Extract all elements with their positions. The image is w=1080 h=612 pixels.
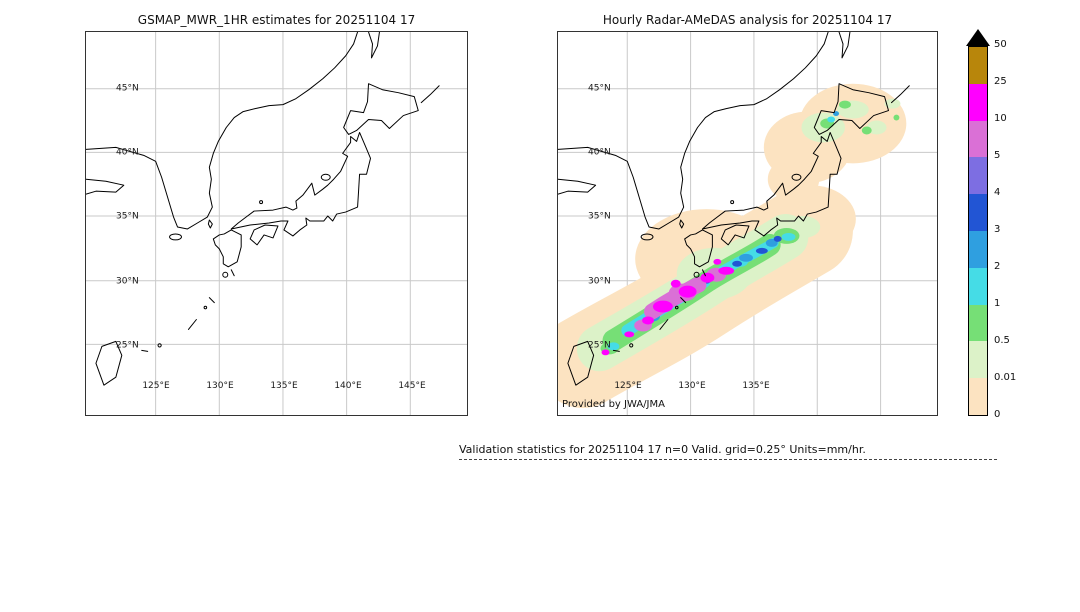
lat-tick-label: 40°N bbox=[116, 147, 139, 158]
lat-tick-label: 30°N bbox=[116, 276, 139, 287]
colorbar-segments bbox=[968, 46, 988, 416]
lon-tick-label: 145°E bbox=[398, 381, 426, 391]
precipitation-layer bbox=[558, 83, 907, 409]
validation-stats-text: Validation statistics for 20251104 17 n=… bbox=[459, 443, 866, 456]
colorbar-tick-label: 4 bbox=[994, 187, 1001, 198]
colorbar-tick-label: 0 bbox=[994, 409, 1001, 420]
lon-tick-label: 125°E bbox=[142, 381, 170, 391]
colorbar-overflow-triangle-icon bbox=[966, 29, 990, 46]
lon-tick-label: 125°E bbox=[614, 381, 642, 391]
colorbar-segment-2-3 bbox=[969, 230, 987, 268]
graticule bbox=[86, 32, 467, 415]
colorbar-ticks: 50 25 10 5 4 3 2 1 0.5 0.01 0 bbox=[994, 40, 1038, 420]
lon-tick-label: 130°E bbox=[678, 381, 706, 391]
lat-tick-label: 45°N bbox=[588, 83, 611, 94]
separator-dashed-line bbox=[459, 459, 997, 460]
colorbar-tick-label: 10 bbox=[994, 113, 1007, 124]
right-panel-title: Hourly Radar-AMeDAS analysis for 2025110… bbox=[602, 13, 893, 27]
credit-text: Provided by JWA/JMA bbox=[562, 399, 665, 410]
colorbar-segment-0-0.01 bbox=[969, 378, 987, 415]
colorbar-tick-label: 2 bbox=[994, 261, 1001, 272]
colorbar-segment-4-5 bbox=[969, 157, 987, 195]
lat-tick-label: 25°N bbox=[116, 340, 139, 351]
lon-tick-label: 140°E bbox=[334, 381, 362, 391]
lat-tick-label: 40°N bbox=[588, 147, 611, 158]
colorbar-tick-label: 0.01 bbox=[994, 372, 1017, 383]
colorbar-tick-label: 5 bbox=[994, 150, 1001, 161]
left-panel-title: GSMAP_MWR_1HR estimates for 20251104 17 bbox=[137, 13, 416, 27]
colorbar-tick-label: 1 bbox=[994, 298, 1001, 309]
colorbar-segment-3-4 bbox=[969, 194, 987, 231]
lat-tick-label: 25°N bbox=[588, 340, 611, 351]
colorbar-tick-label: 0.5 bbox=[994, 335, 1010, 346]
right-map: Provided by JWA/JMA 45°N 40°N 35°N 30°N 25°N… bbox=[557, 31, 938, 416]
lat-tick-label: 35°N bbox=[116, 211, 139, 222]
colorbar-segment-10-25 bbox=[969, 83, 987, 121]
colorbar-segment-25-50 bbox=[969, 47, 987, 84]
left-map: 45°N 40°N 35°N 30°N 25°N 125°E 130°E 135°E 140°E… bbox=[85, 31, 468, 416]
lat-tick-label: 35°N bbox=[588, 211, 611, 222]
lat-tick-label: 45°N bbox=[116, 83, 139, 94]
colorbar-segment-1-2 bbox=[969, 267, 987, 305]
right-map-svg bbox=[558, 32, 937, 415]
precip-10-25 bbox=[601, 258, 735, 356]
colorbar-segment-5-10 bbox=[969, 120, 987, 158]
colorbar-segment-0.01-0.5 bbox=[969, 341, 987, 379]
colorbar-tick-label: 25 bbox=[994, 76, 1007, 87]
lon-tick-label: 135°E bbox=[742, 381, 770, 391]
lon-tick-label: 130°E bbox=[206, 381, 234, 391]
coastline-layer bbox=[86, 32, 440, 386]
colorbar-tick-label: 3 bbox=[994, 224, 1001, 235]
lon-tick-label: 135°E bbox=[270, 381, 298, 391]
left-map-svg bbox=[86, 32, 467, 415]
lat-tick-label: 30°N bbox=[588, 276, 611, 287]
colorbar-tick-label: 50 bbox=[994, 39, 1007, 50]
colorbar-segment-0.5-1 bbox=[969, 304, 987, 342]
